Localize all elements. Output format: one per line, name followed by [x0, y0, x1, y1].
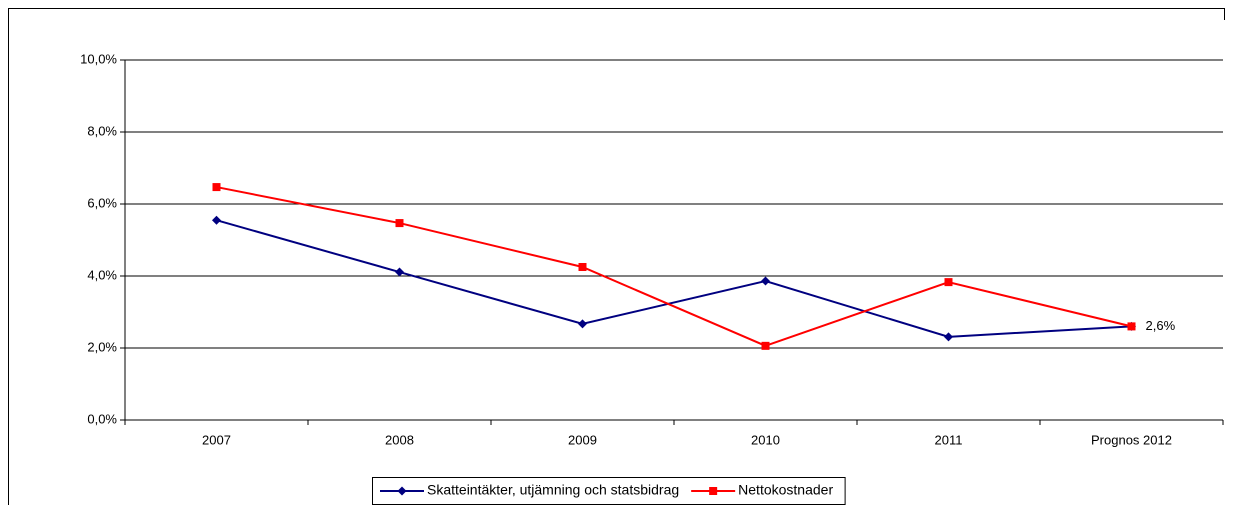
x-tick-label: 2011 — [935, 432, 963, 447]
square-marker — [1127, 322, 1136, 331]
square-marker — [709, 487, 718, 495]
x-tick-label: 2008 — [385, 432, 414, 447]
diamond-marker — [944, 332, 953, 342]
x-tick-label: 2010 — [751, 432, 780, 447]
diamond-marker — [395, 267, 404, 277]
square-marker — [212, 183, 221, 192]
diamond-marker — [578, 319, 587, 329]
data-label: 2,6% — [1146, 318, 1176, 333]
y-tick-label: 10,0% — [80, 51, 117, 66]
x-tick-label: 2007 — [202, 432, 231, 447]
diamond-marker — [212, 215, 221, 225]
square-marker — [578, 263, 587, 271]
legend: Skatteintäkter, utjämning och statsbidra… — [372, 477, 846, 505]
y-tick-label: 2,0% — [87, 339, 117, 354]
x-tick-label: Prognos 2012 — [1091, 432, 1172, 447]
y-tick-label: 0,0% — [87, 411, 117, 426]
x-tick-label: 2009 — [568, 432, 597, 447]
legend-box — [372, 477, 846, 505]
legend-label: Skatteintäkter, utjämning och statsbidra… — [427, 482, 679, 498]
y-tick-label: 8,0% — [87, 123, 117, 138]
diamond-marker — [397, 486, 407, 496]
square-marker — [944, 278, 953, 287]
square-marker — [761, 341, 770, 350]
series-line — [216, 219, 1132, 338]
y-tick-label: 6,0% — [87, 195, 117, 210]
square-marker — [395, 219, 404, 228]
y-tick-label: 4,0% — [87, 267, 117, 282]
legend-label: Nettokostnader — [738, 482, 833, 498]
diamond-marker — [761, 276, 770, 286]
chart-frame — [8, 8, 1225, 505]
series-line — [216, 186, 1132, 347]
